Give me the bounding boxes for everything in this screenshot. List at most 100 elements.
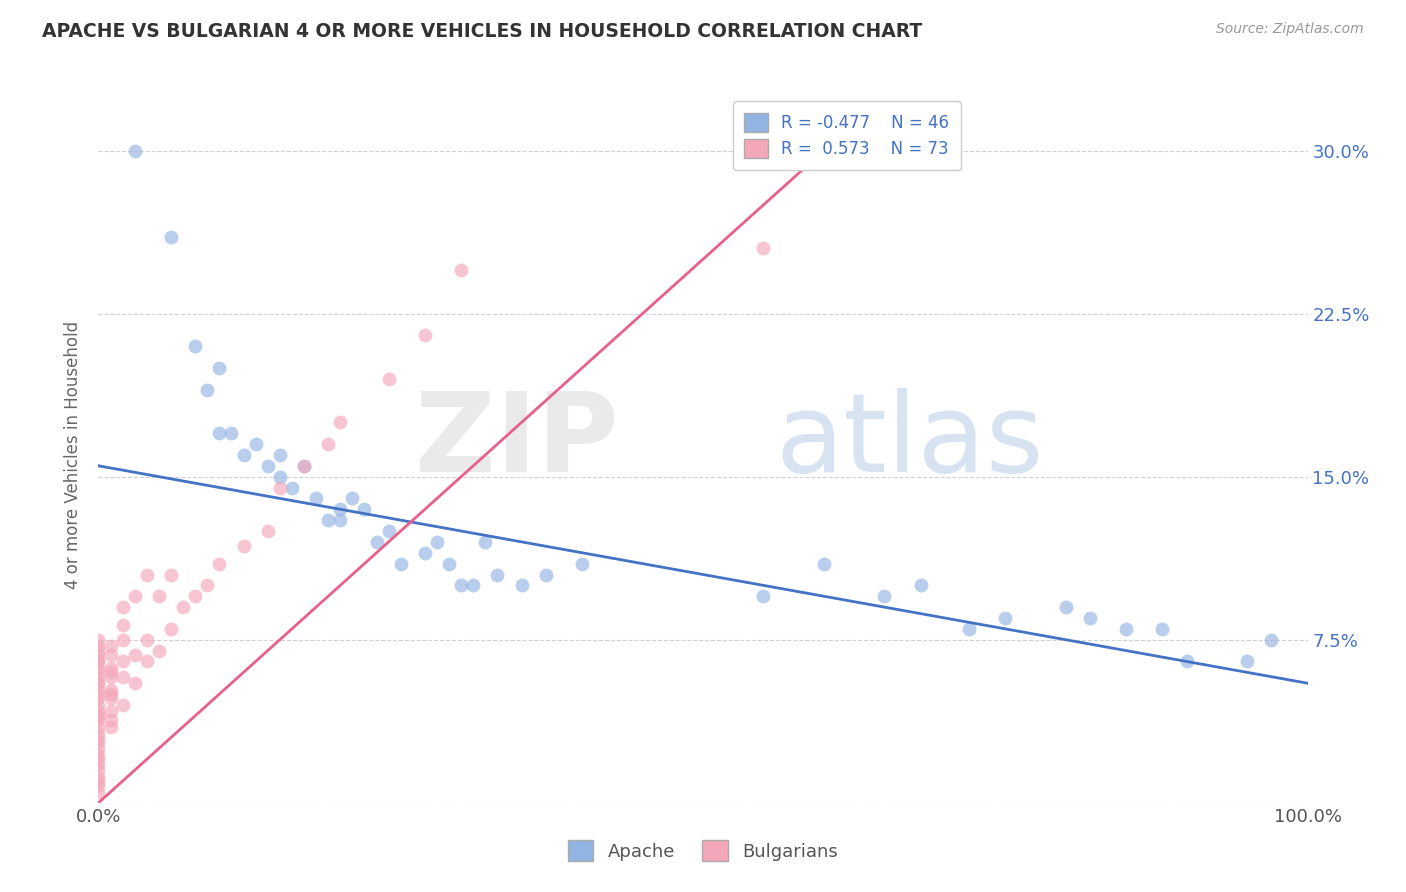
Point [184, 589, 207, 603]
Point [87, 665, 110, 680]
Text: Source: ZipAtlas.com: Source: ZipAtlas.com [1216, 22, 1364, 37]
Point [316, 513, 339, 527]
Point [813, 557, 835, 571]
Point [87, 643, 110, 657]
Point [87, 752, 110, 766]
Point [100, 648, 122, 662]
Point [87, 713, 110, 727]
Point [160, 230, 183, 244]
Point [87, 708, 110, 723]
Point [910, 578, 932, 592]
Point [172, 600, 194, 615]
Point [413, 328, 436, 343]
Point [111, 617, 134, 632]
Point [100, 687, 122, 701]
Point [208, 426, 231, 441]
Point [87, 682, 110, 697]
Point [87, 676, 110, 690]
Point [184, 339, 207, 353]
Point [124, 589, 146, 603]
Point [148, 643, 170, 657]
Point [111, 670, 134, 684]
Point [87, 691, 110, 706]
Point [208, 360, 231, 375]
Point [994, 611, 1017, 625]
Point [269, 448, 291, 462]
Point [87, 735, 110, 749]
Point [100, 670, 122, 684]
Point [957, 622, 980, 636]
Text: ZIP: ZIP [415, 387, 619, 494]
Point [87, 676, 110, 690]
Point [316, 437, 339, 451]
Point [87, 778, 110, 792]
Point [124, 144, 146, 158]
Point [135, 632, 157, 647]
Point [437, 557, 460, 571]
Point [377, 524, 399, 538]
Point [752, 589, 775, 603]
Point [292, 458, 315, 473]
Point [1115, 622, 1137, 636]
Point [256, 524, 278, 538]
Point [232, 448, 254, 462]
Point [195, 578, 218, 592]
Point [100, 713, 122, 727]
Point [873, 589, 896, 603]
Point [195, 383, 218, 397]
Point [377, 372, 399, 386]
Point [111, 600, 134, 615]
Point [342, 491, 364, 506]
Point [124, 676, 146, 690]
Point [281, 481, 304, 495]
Point [160, 567, 183, 582]
Point [389, 557, 412, 571]
Text: atlas: atlas [776, 387, 1045, 494]
Point [87, 708, 110, 723]
Point [100, 720, 122, 734]
Point [87, 726, 110, 740]
Point [87, 661, 110, 675]
Point [87, 655, 110, 669]
Point [413, 546, 436, 560]
Point [87, 774, 110, 789]
Point [100, 661, 122, 675]
Y-axis label: 4 or more Vehicles in Household: 4 or more Vehicles in Household [65, 321, 83, 589]
Point [100, 682, 122, 697]
Point [87, 639, 110, 653]
Point [87, 731, 110, 745]
Point [124, 648, 146, 662]
Point [221, 426, 243, 441]
Point [135, 655, 157, 669]
Point [353, 502, 375, 516]
Point [1175, 655, 1198, 669]
Point [111, 632, 134, 647]
Point [1078, 611, 1101, 625]
Point [329, 415, 352, 429]
Point [534, 567, 557, 582]
Point [111, 698, 134, 712]
Point [474, 535, 496, 549]
Point [269, 481, 291, 495]
Point [100, 639, 122, 653]
Point [329, 513, 352, 527]
Point [571, 557, 593, 571]
Point [135, 567, 157, 582]
Point [1236, 655, 1258, 669]
Point [100, 691, 122, 706]
Point [100, 665, 122, 680]
Point [100, 705, 122, 719]
Point [87, 763, 110, 777]
Point [87, 698, 110, 712]
Point [1152, 622, 1174, 636]
Point [148, 589, 170, 603]
Point [87, 632, 110, 647]
Point [208, 557, 231, 571]
Point [426, 535, 449, 549]
Point [305, 491, 328, 506]
Point [450, 263, 472, 277]
Point [87, 747, 110, 762]
Point [366, 535, 388, 549]
Legend: Apache, Bulgarians: Apache, Bulgarians [560, 831, 846, 871]
Point [292, 458, 315, 473]
